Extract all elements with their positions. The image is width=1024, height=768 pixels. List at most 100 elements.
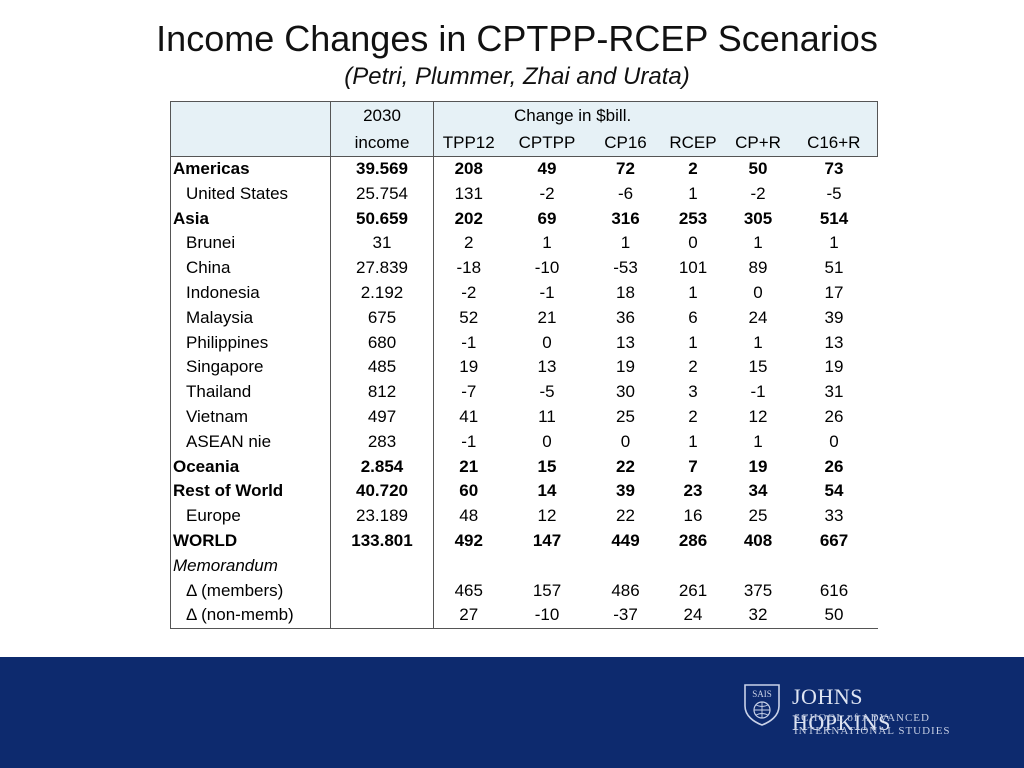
table-row: Vietnam 497 41 11 25 2 12 26 [170, 404, 878, 430]
change-cell [661, 554, 726, 579]
table-row: Europe 23.189 48 12 22 16 25 33 [170, 504, 878, 529]
row-label: Δ (members) [170, 578, 331, 604]
change-cell: 6 [688, 307, 698, 327]
table-row: Malaysia 675 52 21 36 6 24 39 [170, 305, 878, 331]
change-cell: 1 [688, 332, 698, 352]
change-cell [726, 554, 791, 579]
table-row: ASEAN nie 283 -1 0 0 1 1 0 [170, 429, 878, 455]
table-row: Δ (non-memb) 27 -10 -37 24 32 50 [170, 603, 878, 630]
change-cell: 49 [537, 159, 557, 178]
row-label: ASEAN nie [170, 429, 331, 455]
slide-subtitle: (Petri, Plummer, Zhai and Urata) [344, 63, 690, 90]
row-label: Americas [170, 156, 331, 182]
header-change-group: Change in $bill. [433, 101, 879, 129]
change-cell: 1 [753, 431, 763, 451]
change-cell: 32 [725, 603, 791, 630]
table-row: Memorandum [170, 553, 878, 579]
income-cell: 25.754 [330, 181, 434, 207]
change-cell: 305 [743, 208, 773, 228]
change-cell: 24 [748, 307, 768, 327]
change-cell: 0 [542, 431, 552, 451]
income-cell: 497 [330, 404, 434, 430]
change-cell: 3 [688, 382, 698, 402]
change-cell: 69 [537, 208, 557, 228]
logo-name: JOHNS HOPKINS [792, 684, 891, 735]
change-cell: -1 [750, 382, 766, 402]
change-cell: 34 [748, 481, 768, 501]
table-row: WORLD 133.801 492 147 449 286 408 667 [170, 528, 878, 554]
change-cell [591, 554, 661, 579]
change-cell: 39 [616, 481, 635, 501]
change-cell: -5 [539, 382, 555, 402]
change-cell: 208 [454, 159, 483, 178]
change-cell: -37 [590, 603, 661, 630]
change-cell: 286 [678, 530, 708, 550]
income-cell: 133.801 [330, 528, 434, 554]
change-cell [434, 554, 504, 579]
change-cell: -18 [456, 258, 482, 278]
footer-band [0, 657, 1024, 768]
row-label: China [170, 256, 331, 281]
change-cell: 14 [537, 481, 557, 501]
col-header: TPP12 [433, 129, 504, 157]
table-row: Δ (members) 465 157 486 261 375 616 [170, 578, 878, 604]
change-cell: 19 [748, 456, 768, 476]
change-cell: 101 [678, 258, 708, 278]
change-cell: 13 [824, 332, 844, 352]
change-cell: 2 [688, 159, 698, 178]
change-cell: 7 [688, 456, 698, 476]
table-row: Singapore 485 19 13 19 2 15 19 [170, 355, 878, 381]
change-cell: 131 [454, 183, 483, 203]
change-cell: 616 [819, 580, 849, 600]
col-header: C16+R [790, 129, 879, 157]
row-label: Oceania [170, 454, 331, 480]
change-cell: 25 [616, 406, 635, 426]
header-label-cell [170, 101, 331, 129]
header-income-top: 2030 [330, 101, 434, 129]
table-row: Indonesia 2.192 -2 -1 18 1 0 17 [170, 280, 878, 306]
change-cell: -2 [461, 282, 477, 302]
header-label-cell [170, 129, 331, 157]
jhu-sais-logo: SAIS JOHNS HOPKINS SCHOOL of ADVANCED IN… [742, 682, 958, 742]
change-cell: 13 [616, 332, 635, 352]
change-cell: 51 [824, 258, 844, 278]
row-label: Rest of World [170, 479, 331, 505]
change-cell: 31 [824, 382, 844, 402]
change-cell: 1 [688, 431, 698, 451]
slide-title: Income Changes in CPTPP-RCEP Scenarios [156, 18, 878, 59]
change-cell: 514 [819, 208, 849, 228]
change-cell: 12 [748, 406, 768, 426]
income-cell [330, 553, 434, 579]
change-cell: 25 [748, 506, 768, 526]
col-header: CP+R [725, 129, 791, 157]
change-cell: 39 [824, 307, 844, 327]
change-cell: 316 [611, 208, 640, 228]
row-label: Brunei [170, 231, 331, 257]
change-cell: 73 [824, 159, 844, 178]
col-header: RCEP [660, 129, 726, 157]
table-row: China 27.839 -18 -10 -53 101 89 51 [170, 256, 878, 281]
change-cell: 15 [748, 357, 768, 377]
change-cell: 1 [542, 233, 552, 253]
seal-text: SAIS [752, 689, 772, 699]
change-cell: -2 [750, 183, 766, 203]
change-cell: 27 [433, 603, 504, 630]
change-cell: 72 [616, 159, 635, 178]
change-cell: 0 [688, 233, 698, 253]
change-cell: 22 [616, 456, 635, 476]
header-row-bottom: income TPP12 CPTPP CP16 RCEP CP+R C16+R [170, 129, 879, 157]
change-cell: 147 [532, 530, 562, 550]
row-label: Europe [170, 504, 331, 529]
change-cell: 89 [748, 258, 768, 278]
change-cell: -1 [461, 332, 477, 352]
table-row: Americas 39.569 208 49 72 2 50 73 [170, 156, 878, 182]
change-cell: 22 [616, 506, 635, 526]
change-cell: -10 [503, 603, 591, 630]
income-cell: 812 [330, 380, 434, 405]
change-cell: 48 [459, 506, 479, 526]
row-label: Asia [170, 206, 331, 232]
income-cell: 485 [330, 355, 434, 381]
change-cell: 1 [688, 183, 698, 203]
change-cell: 2 [464, 233, 474, 253]
change-cell: 2 [688, 357, 698, 377]
